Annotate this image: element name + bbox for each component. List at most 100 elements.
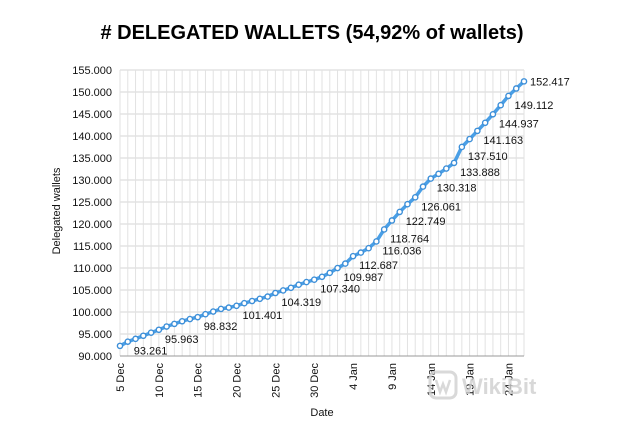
x-tick-label: 15 Dec: [193, 363, 205, 398]
data-point: [419, 183, 427, 190]
data-label: 137.510: [468, 151, 508, 163]
data-label: 93.261: [134, 346, 168, 358]
y-tick-label: 100.000: [72, 307, 112, 319]
x-tick-label: 20 Dec: [232, 363, 244, 398]
x-tick-label: 14 Jan: [426, 363, 438, 396]
data-point: [225, 304, 233, 311]
data-point: [171, 320, 178, 328]
data-point: [194, 313, 201, 321]
x-axis-label: Date: [310, 407, 333, 419]
data-label: 133.888: [460, 167, 500, 179]
data-point: [443, 165, 450, 172]
x-tick-label: 10 Dec: [154, 363, 166, 398]
y-tick-label: 115.000: [73, 241, 112, 253]
data-point: [124, 338, 132, 345]
watermark: WikiBit: [428, 370, 537, 400]
data-point: [233, 302, 240, 310]
data-point: [256, 295, 264, 303]
data-point: [272, 289, 279, 297]
data-label: 149.112: [514, 100, 553, 112]
data-label: 152.417: [530, 76, 570, 88]
data-point: [241, 299, 248, 307]
data-point: [489, 110, 497, 118]
data-point: [163, 323, 170, 330]
data-label: 95.963: [165, 334, 199, 346]
data-label: 144.937: [499, 118, 539, 130]
data-point: [202, 310, 209, 318]
data-point: [178, 317, 186, 325]
y-tick-label: 150.000: [72, 87, 112, 99]
data-label: 112.687: [359, 260, 398, 272]
x-tick-label: 9 Jan: [387, 363, 399, 390]
data-point: [349, 252, 357, 260]
data-label: 101.401: [243, 310, 283, 322]
data-point: [116, 342, 124, 350]
data-point: [155, 326, 163, 334]
x-tick-label: 4 Jan: [348, 363, 360, 390]
y-tick-label: 130.000: [72, 175, 112, 187]
data-point: [396, 208, 403, 216]
data-label: 109.987: [344, 272, 384, 284]
data-point: [279, 287, 287, 294]
data-point: [334, 264, 341, 272]
data-point: [411, 194, 419, 201]
y-tick-label: 105.000: [72, 285, 112, 297]
y-tick-label: 145.000: [72, 109, 112, 121]
data-label: 107.340: [320, 284, 360, 296]
y-tick-label: 155.000: [72, 65, 112, 77]
watermark-text: WikiBit: [462, 374, 537, 399]
data-point: [466, 135, 473, 143]
data-label: 104.319: [281, 297, 321, 309]
data-point: [147, 329, 155, 336]
y-axis-ticks: 90.000 95.000 100.000 105.000 110.000 115.000…: [72, 65, 112, 363]
y-tick-label: 110.000: [73, 263, 112, 275]
data-label: 98.832: [204, 321, 238, 333]
wikibit-logo-icon: [428, 370, 458, 400]
data-point: [481, 119, 489, 127]
data-point: [388, 217, 396, 224]
data-point: [520, 78, 528, 85]
x-tick-label: 30 Dec: [309, 363, 321, 398]
data-point: [458, 143, 466, 151]
chart-title: # DELEGATED WALLETS (54,92% of wallets): [100, 22, 524, 44]
data-label: 116.036: [382, 245, 421, 257]
data-point: [264, 293, 271, 300]
data-point: [505, 92, 512, 100]
data-label: 126.061: [421, 201, 461, 213]
x-tick-label: 25 Dec: [270, 363, 282, 398]
data-point: [365, 244, 372, 252]
data-label: 118.764: [390, 233, 429, 245]
y-tick-label: 90.000: [78, 351, 112, 363]
data-point: [217, 305, 225, 313]
data-labels: 93.26195.96398.832101.401104.319107.3401…: [134, 76, 570, 357]
data-label: 130.318: [437, 183, 477, 195]
data-point: [318, 273, 326, 281]
data-point: [303, 278, 310, 286]
data-point: [427, 175, 435, 182]
y-tick-label: 140.000: [72, 131, 112, 143]
data-point: [435, 170, 442, 178]
data-point: [474, 127, 481, 135]
data-label: 141.163: [483, 135, 523, 147]
data-label: 122.749: [406, 216, 446, 228]
data-point: [357, 249, 365, 256]
data-point: [512, 85, 520, 92]
data-point: [287, 284, 295, 292]
y-axis-label: Delegated wallets: [51, 167, 63, 254]
data-point: [404, 200, 411, 208]
data-point: [380, 226, 388, 233]
x-tick-label: 19 Jan: [465, 363, 477, 396]
data-point: [342, 260, 349, 267]
y-tick-label: 135.000: [72, 153, 112, 165]
x-tick-label: 5 Dec: [115, 363, 127, 392]
data-point: [140, 332, 147, 340]
data-point: [186, 315, 194, 323]
data-point: [310, 276, 318, 284]
data-point: [450, 159, 458, 167]
y-tick-label: 125.000: [72, 197, 112, 209]
data-point: [132, 335, 139, 343]
y-tick-label: 95.000: [78, 329, 112, 341]
data-point: [326, 269, 334, 277]
y-tick-label: 120.000: [72, 219, 112, 231]
